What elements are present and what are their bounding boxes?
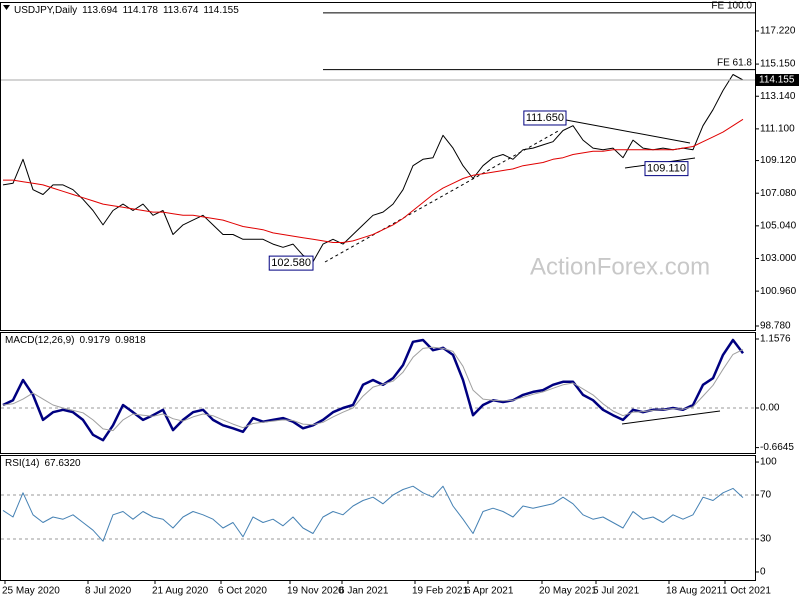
y-tick-label: 100 [760,457,777,468]
trendline [621,410,721,425]
y-tick-label: 100.960 [760,286,797,297]
fib-label: FE 100.0 [711,1,752,12]
annotation-label: 111.650 [526,112,564,124]
x-tick-label: 21 Aug 2020 [152,586,209,597]
x-tick-label: 20 May 2021 [539,586,597,597]
y-tick-label: 98.780 [760,321,791,332]
readout-value: 0.9818 [115,335,146,346]
readout-value: 0.9179 [79,335,110,346]
pivot-annotation: 102.580 [268,255,314,271]
y-tick-label: 109.120 [760,155,797,166]
annotation-label: 102.580 [271,257,311,269]
pivot-annotation: 109.110 [644,161,689,177]
pane-frame [0,455,756,581]
y-tick-label: 117.220 [760,26,796,37]
readout-value: 113.694 [82,5,118,16]
pane-title: RSI(14) [5,458,39,469]
trendline [565,119,691,144]
x-tick-label: 6 Apr 2021 [465,586,514,597]
readout-value: 67.6320 [44,458,81,469]
watermark: ActionForex.com [530,253,710,280]
pane-title: MACD(12,26,9) [5,335,74,346]
series-line [3,118,744,243]
series-line [2,74,744,263]
y-tick-label: 107.080 [760,188,797,199]
x-tick-label: 18 Aug 2021 [666,586,723,597]
y-tick-label: 111.100 [760,124,795,135]
x-tick-label: 8 Jul 2020 [85,586,132,597]
pane-title: USDJPY,Daily [14,5,77,16]
price-tag [755,74,799,86]
y-tick-label: 105.040 [760,220,797,231]
x-tick-label: 6 Jan 2021 [339,586,389,597]
series-line [2,346,744,432]
y-tick-label: -0.6645 [760,442,794,453]
annotation-box [644,161,689,177]
annotation-box [523,110,567,126]
annotation-label: 109.110 [647,163,686,175]
readout-value: 113.674 [163,5,199,16]
x-tick-label: 25 May 2020 [2,586,60,597]
series-line [2,485,744,542]
y-tick-label: 1.1576 [760,334,791,345]
series-line [2,338,744,442]
pane-header: RSI(14) 67.6320 [5,458,81,469]
x-tick-label: 19 Feb 2021 [412,586,469,597]
pivot-annotation: 111.650 [523,110,567,126]
pane-header: USDJPY,Daily 113.694 114.178 113.674 114.155 [14,5,239,16]
y-tick-label: 30 [760,534,772,545]
pane-frame [0,2,756,331]
x-tick-label: 5 Jul 2021 [593,586,640,597]
pane-header: MACD(12,26,9) 0.9179 0.9818 [5,335,146,346]
x-tick-label: 6 Oct 2020 [218,586,267,597]
y-tick-label: 70 [760,490,772,501]
y-tick-label: 115.150 [760,59,796,70]
y-tick-label: 113.140 [760,91,796,102]
pane-frame [0,332,756,454]
fib-label: FE 61.8 [717,57,752,68]
y-tick-label: 0.00 [760,403,780,414]
menu-icon [3,5,10,10]
y-tick-label: 103.000 [760,253,797,264]
price-tag-label: 114.155 [759,75,795,86]
annotation-box [268,255,314,271]
x-tick-label: 19 Nov 2020 [287,586,344,597]
readout-value: 114.178 [123,5,159,16]
readout-value: 114.155 [203,5,239,16]
y-tick-label: 0 [760,567,766,578]
x-tick-label: 1 Oct 2021 [722,586,771,597]
